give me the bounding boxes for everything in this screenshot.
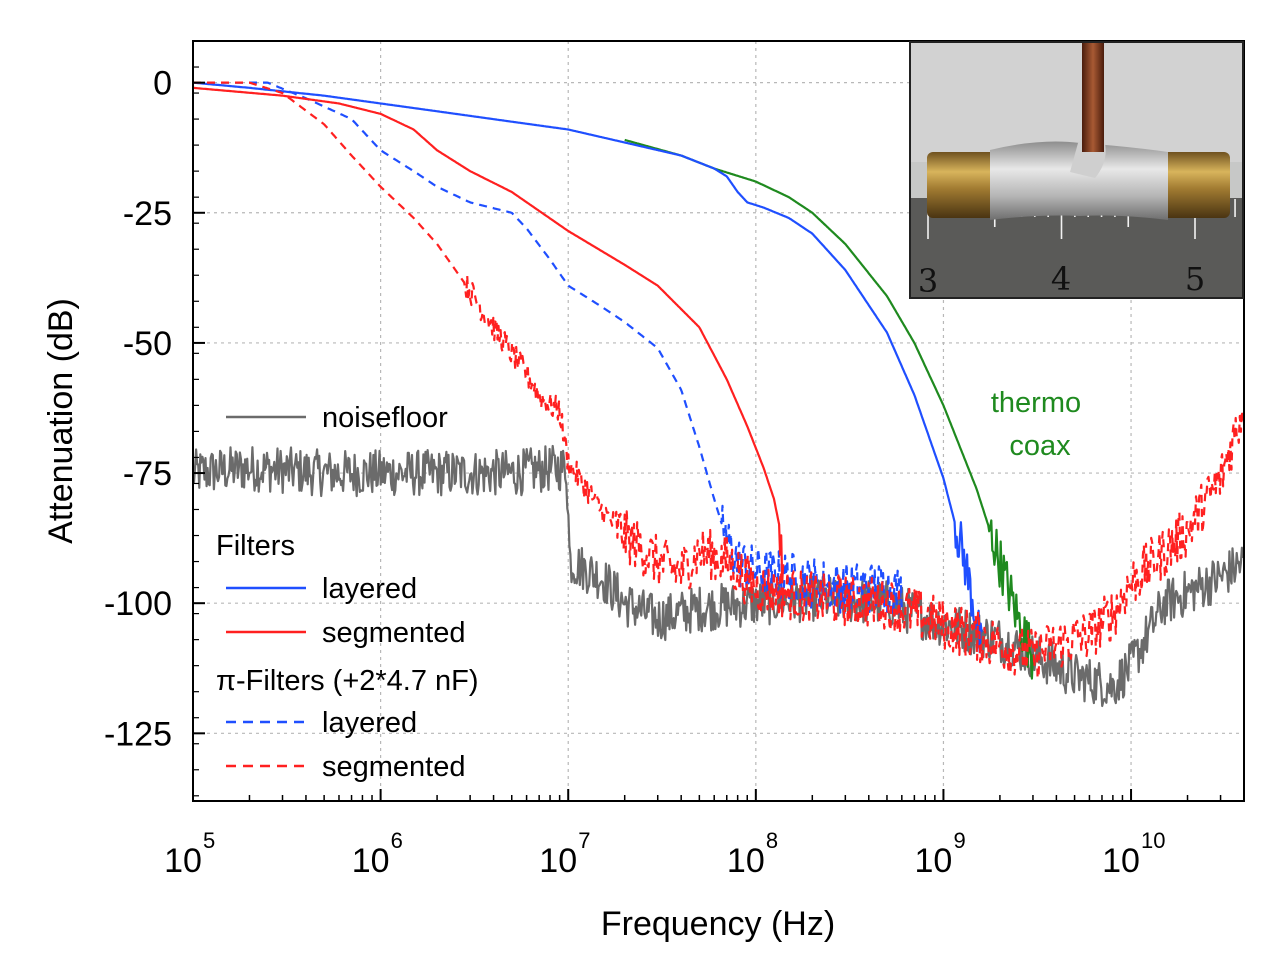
inset-copper-wire <box>1082 42 1104 152</box>
legend-label-filters-segmented: segmented <box>322 617 466 649</box>
annotation-coax: coax <box>1009 430 1071 462</box>
legend-label-pi-segmented: segmented <box>322 751 466 783</box>
x-tick-label-exponent: 5 <box>203 828 215 853</box>
inset-photo: 3 4 5 <box>909 41 1244 300</box>
plot-frame <box>192 40 1245 802</box>
x-tick-label: 10 <box>352 842 390 880</box>
x-axis-title: Frequency (Hz) <box>601 905 835 943</box>
x-tick-label-exponent: 9 <box>953 828 965 853</box>
y-tick-label: -125 <box>104 715 172 753</box>
x-tick-label-exponent: 6 <box>391 828 403 853</box>
x-tick-label: 10 <box>1102 842 1140 880</box>
inset-ruler-label-4: 4 <box>1051 260 1071 298</box>
legend-header-pi-filters: π-Filters (+2*4.7 nF) <box>216 665 479 697</box>
legend-label-pi-layered: layered <box>322 707 417 739</box>
series-line-pi_layered <box>193 81 903 617</box>
x-tick-label-exponent: 7 <box>578 828 590 853</box>
y-tick-label: -100 <box>104 585 172 623</box>
inset-ruler-label-3: 3 <box>918 262 938 300</box>
x-tick-label: 10 <box>727 842 765 880</box>
x-tick-label-exponent: 10 <box>1141 828 1165 853</box>
inset-frame <box>909 41 1244 299</box>
x-tick-label: 10 <box>164 842 202 880</box>
y-tick-label: 0 <box>153 65 172 103</box>
annotation-thermo: thermo <box>991 387 1081 419</box>
x-tick-label-exponent: 8 <box>766 828 778 853</box>
y-axis-title: Attenuation (dB) <box>42 298 80 544</box>
legend-header-filters: Filters <box>216 530 295 562</box>
legend-label-noisefloor: noisefloor <box>322 402 448 434</box>
y-tick-label: -25 <box>123 195 172 233</box>
inset-ruler-label-5: 5 <box>1185 260 1205 298</box>
inset-solder-joint <box>990 141 1168 220</box>
y-tick-label: -75 <box>123 455 172 493</box>
inset-brass-right <box>1148 152 1230 218</box>
series-line-filters_segmented <box>193 86 785 584</box>
legend: noisefloor Filters layered segmented π-F… <box>216 402 479 783</box>
inset-brass-left <box>927 152 1007 218</box>
y-tick-label: -50 <box>123 325 172 363</box>
legend-label-filters-layered: layered <box>322 573 417 605</box>
x-tick-label: 10 <box>539 842 577 880</box>
inset-bg-shade <box>910 42 1243 162</box>
x-tick-label: 10 <box>915 842 953 880</box>
series-line-filters_layered <box>193 81 983 653</box>
data-series <box>193 81 1244 708</box>
